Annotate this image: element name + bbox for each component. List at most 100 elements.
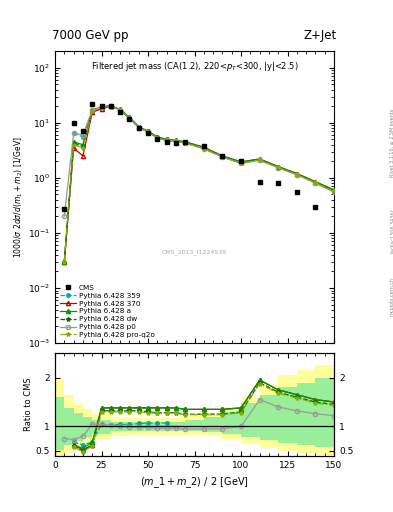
Pythia 6.428 a <box>108 102 113 109</box>
Pythia 6.428 dw <box>62 259 67 265</box>
CMS <box>294 189 299 195</box>
CMS <box>71 120 76 126</box>
Line: Pythia 6.428 dw: Pythia 6.428 dw <box>62 104 336 264</box>
Text: mcplots.cern.ch: mcplots.cern.ch <box>390 278 393 316</box>
Pythia 6.428 pro-q2o <box>202 145 206 152</box>
Pythia 6.428 359 <box>127 115 132 121</box>
Pythia 6.428 dw <box>136 124 141 131</box>
Pythia 6.428 pro-q2o <box>313 180 318 186</box>
Pythia 6.428 a <box>276 163 281 169</box>
CMS <box>62 206 67 212</box>
Pythia 6.428 p0 <box>183 140 187 146</box>
CMS <box>276 180 281 186</box>
Pythia 6.428 359 <box>81 134 85 140</box>
Pythia 6.428 pro-q2o <box>71 142 76 148</box>
Pythia 6.428 a <box>99 104 104 110</box>
Legend: CMS, Pythia 6.428 359, Pythia 6.428 370, Pythia 6.428 a, Pythia 6.428 dw, Pythia: CMS, Pythia 6.428 359, Pythia 6.428 370,… <box>59 283 156 339</box>
Pythia 6.428 370 <box>257 156 262 162</box>
Pythia 6.428 a <box>127 114 132 120</box>
Pythia 6.428 a <box>81 142 85 148</box>
Text: Z+Jet: Z+Jet <box>303 30 337 42</box>
CMS <box>164 139 169 145</box>
Text: [arXiv:1306.3436]: [arXiv:1306.3436] <box>390 208 393 252</box>
Pythia 6.428 370 <box>81 153 85 159</box>
Pythia 6.428 p0 <box>239 160 243 166</box>
Pythia 6.428 359 <box>164 136 169 142</box>
Pythia 6.428 p0 <box>127 115 132 121</box>
Pythia 6.428 370 <box>220 153 225 159</box>
Pythia 6.428 359 <box>118 107 123 113</box>
CMS <box>90 101 95 107</box>
CMS <box>81 129 85 135</box>
Line: Pythia 6.428 p0: Pythia 6.428 p0 <box>62 104 336 219</box>
Y-axis label: $1000/\sigma\ 2d\sigma/d(m_1+m_2)$ [1/GeV]: $1000/\sigma\ 2d\sigma/d(m_1+m_2)$ [1/Ge… <box>13 136 25 258</box>
Pythia 6.428 359 <box>108 102 113 109</box>
Pythia 6.428 pro-q2o <box>136 124 141 131</box>
Pythia 6.428 370 <box>276 163 281 169</box>
CMS <box>202 143 206 149</box>
Pythia 6.428 pro-q2o <box>155 135 160 141</box>
Line: Pythia 6.428 pro-q2o: Pythia 6.428 pro-q2o <box>62 104 336 264</box>
Pythia 6.428 370 <box>118 106 123 113</box>
Text: 7000 GeV pp: 7000 GeV pp <box>52 30 129 42</box>
Pythia 6.428 a <box>257 156 262 162</box>
Pythia 6.428 dw <box>146 129 151 135</box>
X-axis label: $(m\_1 + m\_2)\ /\ 2$ [GeV]: $(m\_1 + m\_2)\ /\ 2$ [GeV] <box>140 475 249 490</box>
Pythia 6.428 p0 <box>146 129 151 135</box>
Pythia 6.428 a <box>118 106 123 113</box>
Pythia 6.428 370 <box>202 144 206 151</box>
Pythia 6.428 a <box>71 139 76 145</box>
Pythia 6.428 a <box>146 129 151 135</box>
Pythia 6.428 370 <box>99 105 104 112</box>
Pythia 6.428 a <box>164 136 169 142</box>
Pythia 6.428 dw <box>174 138 178 144</box>
Pythia 6.428 a <box>332 187 336 193</box>
CMS <box>108 103 113 110</box>
Pythia 6.428 dw <box>99 104 104 111</box>
Pythia 6.428 359 <box>71 130 76 136</box>
Line: Pythia 6.428 370: Pythia 6.428 370 <box>62 104 336 264</box>
CMS <box>127 116 132 122</box>
Pythia 6.428 pro-q2o <box>62 259 67 265</box>
Pythia 6.428 pro-q2o <box>294 172 299 178</box>
CMS <box>118 109 123 115</box>
Pythia 6.428 p0 <box>313 180 318 186</box>
Pythia 6.428 dw <box>220 154 225 160</box>
CMS <box>220 153 225 159</box>
Pythia 6.428 p0 <box>174 138 178 144</box>
CMS <box>174 140 178 146</box>
Pythia 6.428 p0 <box>62 214 67 220</box>
Pythia 6.428 p0 <box>332 189 336 195</box>
Pythia 6.428 dw <box>155 135 160 141</box>
Pythia 6.428 a <box>90 107 95 113</box>
Pythia 6.428 370 <box>146 129 151 135</box>
Pythia 6.428 370 <box>90 109 95 115</box>
Pythia 6.428 p0 <box>220 154 225 160</box>
Line: CMS: CMS <box>62 101 318 211</box>
Pythia 6.428 a <box>239 159 243 165</box>
Pythia 6.428 a <box>294 170 299 177</box>
Pythia 6.428 pro-q2o <box>220 154 225 160</box>
Pythia 6.428 dw <box>108 103 113 109</box>
Y-axis label: Ratio to CMS: Ratio to CMS <box>24 378 33 431</box>
Pythia 6.428 p0 <box>136 124 141 131</box>
Pythia 6.428 pro-q2o <box>99 104 104 111</box>
Pythia 6.428 359 <box>146 129 151 135</box>
Pythia 6.428 p0 <box>99 104 104 111</box>
Pythia 6.428 dw <box>127 115 132 121</box>
Text: Filtered jet mass (CA(1.2), 220<$p_T$<300, |y|<2.5): Filtered jet mass (CA(1.2), 220<$p_T$<30… <box>91 60 298 73</box>
Pythia 6.428 359 <box>136 123 141 130</box>
Pythia 6.428 p0 <box>90 107 95 113</box>
Pythia 6.428 pro-q2o <box>174 138 178 144</box>
Pythia 6.428 pro-q2o <box>183 140 187 146</box>
Pythia 6.428 370 <box>174 137 178 143</box>
Pythia 6.428 p0 <box>108 103 113 110</box>
Pythia 6.428 dw <box>183 140 187 146</box>
CMS <box>239 158 243 164</box>
CMS <box>155 136 160 142</box>
Pythia 6.428 dw <box>276 164 281 170</box>
Pythia 6.428 dw <box>239 160 243 166</box>
Pythia 6.428 370 <box>239 159 243 165</box>
Pythia 6.428 a <box>220 153 225 159</box>
Pythia 6.428 370 <box>62 259 67 265</box>
